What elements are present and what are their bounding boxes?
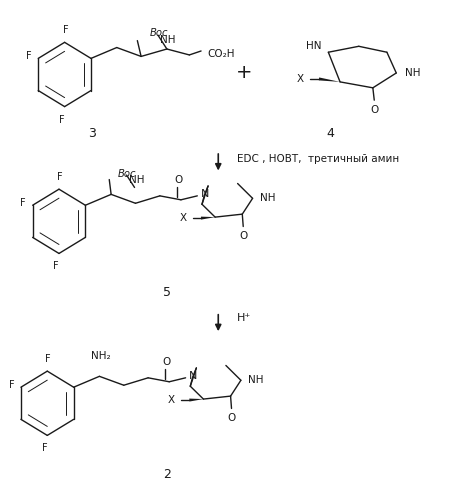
Polygon shape — [201, 216, 215, 220]
Text: HN: HN — [306, 42, 321, 51]
Text: F: F — [42, 444, 47, 454]
Text: O: O — [239, 231, 247, 241]
Text: EDC , HOBТ,  третичный амин: EDC , HOBТ, третичный амин — [237, 154, 399, 164]
Text: Boc: Boc — [149, 28, 168, 38]
Text: NH: NH — [405, 68, 420, 78]
Text: O: O — [163, 357, 171, 367]
Text: NH: NH — [248, 376, 264, 386]
Text: NH: NH — [160, 34, 176, 44]
Text: 3: 3 — [88, 128, 96, 140]
Text: X: X — [168, 395, 175, 405]
Text: F: F — [63, 26, 68, 36]
Text: F: F — [26, 52, 32, 62]
Text: H⁺: H⁺ — [237, 313, 251, 323]
Text: Boc: Boc — [118, 168, 136, 178]
Text: NH: NH — [260, 194, 275, 203]
Text: O: O — [228, 413, 236, 423]
Text: CO₂H: CO₂H — [207, 49, 235, 59]
Text: F: F — [57, 172, 63, 182]
Text: 4: 4 — [327, 128, 335, 140]
Text: F: F — [9, 380, 14, 390]
Text: O: O — [174, 175, 182, 185]
Text: N: N — [201, 189, 210, 199]
Text: F: F — [46, 354, 51, 364]
Text: 5: 5 — [163, 286, 171, 298]
Text: X: X — [180, 213, 187, 223]
Text: X: X — [297, 74, 304, 84]
Text: N: N — [189, 371, 198, 381]
Text: F: F — [59, 114, 64, 124]
Text: F: F — [20, 198, 26, 208]
Text: 2: 2 — [163, 468, 171, 481]
Text: F: F — [54, 262, 59, 272]
Polygon shape — [189, 398, 203, 402]
Text: NH: NH — [129, 174, 145, 184]
Text: NH₂: NH₂ — [91, 352, 111, 362]
Polygon shape — [319, 78, 340, 82]
Text: O: O — [370, 105, 378, 115]
Text: +: + — [236, 64, 252, 82]
